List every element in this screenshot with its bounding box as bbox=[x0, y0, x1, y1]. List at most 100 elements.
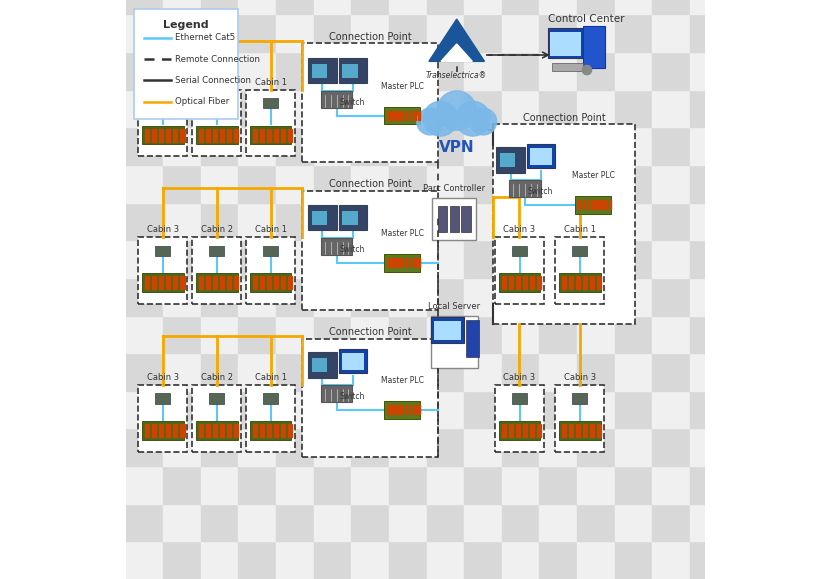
Bar bbox=[464, 240, 502, 278]
Bar bbox=[164, 127, 201, 165]
Bar bbox=[125, 0, 164, 14]
Bar bbox=[577, 391, 615, 428]
Bar bbox=[427, 240, 464, 278]
Bar bbox=[238, 391, 276, 428]
Bar bbox=[238, 165, 276, 203]
Bar bbox=[502, 203, 540, 240]
Bar bbox=[274, 129, 278, 141]
Bar bbox=[728, 127, 765, 165]
Bar bbox=[396, 405, 398, 415]
FancyBboxPatch shape bbox=[155, 98, 170, 108]
Bar bbox=[652, 541, 690, 579]
Text: Master PLC: Master PLC bbox=[381, 229, 423, 238]
Bar bbox=[281, 276, 286, 289]
Bar bbox=[389, 127, 427, 165]
Text: Cabin 3: Cabin 3 bbox=[147, 78, 179, 87]
Bar bbox=[314, 316, 351, 353]
Bar bbox=[220, 276, 224, 289]
Bar bbox=[213, 129, 217, 141]
Bar bbox=[464, 316, 502, 353]
Bar bbox=[590, 276, 594, 289]
Bar bbox=[515, 424, 520, 437]
Bar bbox=[427, 0, 464, 14]
Bar bbox=[427, 203, 464, 240]
Bar bbox=[591, 200, 593, 210]
Bar bbox=[600, 200, 603, 210]
Bar bbox=[238, 428, 276, 466]
Bar bbox=[523, 276, 527, 289]
Text: Cabin 3: Cabin 3 bbox=[504, 225, 535, 234]
Circle shape bbox=[423, 101, 458, 136]
Bar bbox=[389, 278, 427, 316]
Bar bbox=[201, 504, 238, 541]
Bar bbox=[615, 353, 652, 391]
FancyBboxPatch shape bbox=[499, 421, 540, 439]
FancyBboxPatch shape bbox=[512, 393, 527, 404]
FancyBboxPatch shape bbox=[496, 147, 525, 173]
Bar bbox=[234, 129, 238, 141]
Bar bbox=[392, 258, 394, 267]
Bar bbox=[596, 200, 598, 210]
Bar bbox=[201, 127, 238, 165]
Bar bbox=[206, 129, 210, 141]
Bar bbox=[728, 90, 765, 127]
Bar bbox=[502, 127, 540, 165]
Bar bbox=[276, 203, 314, 240]
Bar bbox=[728, 428, 765, 466]
Bar bbox=[427, 316, 464, 353]
Bar bbox=[260, 424, 264, 437]
Bar bbox=[652, 127, 690, 165]
Bar bbox=[540, 391, 577, 428]
FancyBboxPatch shape bbox=[438, 206, 447, 232]
Bar bbox=[201, 14, 238, 52]
Bar bbox=[164, 90, 201, 127]
Bar bbox=[427, 165, 464, 203]
Bar bbox=[351, 316, 389, 353]
FancyBboxPatch shape bbox=[342, 353, 364, 370]
Bar bbox=[274, 276, 278, 289]
Bar bbox=[690, 127, 728, 165]
FancyBboxPatch shape bbox=[196, 126, 237, 144]
Bar bbox=[266, 129, 271, 141]
Bar bbox=[314, 165, 351, 203]
Bar bbox=[502, 90, 540, 127]
FancyBboxPatch shape bbox=[384, 107, 420, 124]
Text: Connection Point: Connection Point bbox=[329, 32, 412, 42]
Bar bbox=[145, 276, 149, 289]
Text: Control Center: Control Center bbox=[548, 14, 624, 24]
Bar bbox=[400, 111, 403, 120]
Bar bbox=[351, 14, 389, 52]
Bar bbox=[351, 165, 389, 203]
Text: Parc Controller: Parc Controller bbox=[423, 184, 486, 193]
Bar bbox=[389, 0, 427, 14]
FancyBboxPatch shape bbox=[196, 421, 237, 439]
Bar bbox=[690, 316, 728, 353]
Bar bbox=[314, 466, 351, 504]
Bar bbox=[427, 127, 464, 165]
Bar bbox=[464, 203, 502, 240]
Bar bbox=[417, 111, 420, 120]
FancyBboxPatch shape bbox=[155, 245, 170, 256]
Bar bbox=[238, 0, 276, 14]
Bar bbox=[540, 165, 577, 203]
Bar bbox=[404, 258, 407, 267]
Bar bbox=[213, 276, 217, 289]
Bar bbox=[413, 258, 416, 267]
FancyBboxPatch shape bbox=[530, 148, 552, 165]
Bar bbox=[276, 127, 314, 165]
Bar bbox=[690, 466, 728, 504]
Bar bbox=[389, 240, 427, 278]
Bar bbox=[404, 405, 407, 415]
Text: Cabin 1: Cabin 1 bbox=[255, 373, 286, 382]
Bar bbox=[288, 424, 292, 437]
Bar bbox=[276, 391, 314, 428]
Text: Remote Connection: Remote Connection bbox=[175, 54, 261, 64]
Bar bbox=[238, 240, 276, 278]
Bar bbox=[389, 391, 427, 428]
Text: Master PLC: Master PLC bbox=[381, 82, 423, 91]
Bar bbox=[238, 316, 276, 353]
Bar bbox=[260, 276, 264, 289]
Bar bbox=[164, 0, 201, 14]
Bar bbox=[615, 165, 652, 203]
FancyBboxPatch shape bbox=[495, 385, 544, 452]
